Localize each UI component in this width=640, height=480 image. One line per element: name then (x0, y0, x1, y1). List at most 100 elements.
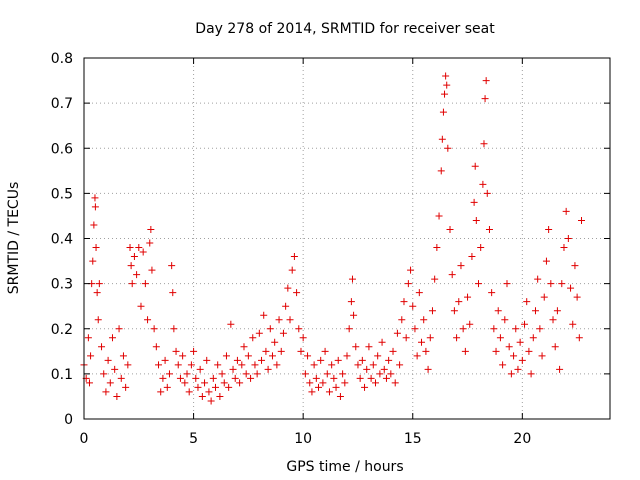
axis-ticks: 0 0.1 0.2 0.3 0.4 0.5 0.6 0.7 0.8 0 5 10 15 20 (51, 51, 610, 447)
data-point-marker (94, 316, 102, 324)
data-point-marker (567, 284, 575, 292)
data-point-marker (126, 244, 134, 252)
data-point-marker (159, 374, 167, 382)
data-point-marker (556, 365, 564, 373)
data-point-marker (426, 334, 434, 342)
data-point-marker (562, 207, 570, 215)
data-point-marker (459, 325, 467, 333)
data-point-marker (413, 352, 421, 360)
data-point-marker (139, 248, 147, 256)
data-point-marker (227, 320, 235, 328)
data-point-marker (258, 356, 266, 364)
data-point-marker (389, 347, 397, 355)
x-tick-label: 0 (80, 431, 89, 447)
data-point-marker (198, 392, 206, 400)
data-point-marker (240, 343, 248, 351)
data-point-marker (282, 302, 290, 310)
data-point-marker (135, 244, 143, 252)
data-point-marker (91, 194, 99, 202)
data-point-marker (301, 370, 309, 378)
data-point-marker (387, 370, 395, 378)
data-point-marker (358, 356, 366, 364)
data-point-marker (169, 289, 177, 297)
data-point-marker (98, 343, 106, 351)
data-point-marker (104, 356, 112, 364)
data-point-marker (376, 370, 384, 378)
data-point-marker (378, 338, 386, 346)
data-point-marker (374, 352, 382, 360)
data-point-marker (461, 347, 469, 355)
data-point-marker (146, 239, 154, 247)
data-point-marker (242, 370, 250, 378)
data-point-marker (209, 374, 217, 382)
data-point-marker (558, 280, 566, 288)
data-point-marker (174, 361, 182, 369)
data-point-marker (150, 325, 158, 333)
data-point-marker (330, 374, 338, 382)
data-point-marker (304, 352, 312, 360)
data-point-marker (507, 370, 515, 378)
data-point-marker (367, 374, 375, 382)
data-point-marker (271, 338, 279, 346)
data-point-marker (363, 365, 371, 373)
data-point-marker (350, 311, 358, 319)
data-point-marker (284, 284, 292, 292)
data-point-marker (418, 338, 426, 346)
data-point-marker (205, 388, 213, 396)
data-point-marker (435, 212, 443, 220)
data-point-marker (297, 347, 305, 355)
data-point-marker (578, 216, 586, 224)
data-point-marker (499, 361, 507, 369)
data-point-marker (407, 266, 415, 274)
data-point-marker (168, 262, 176, 270)
data-point-marker (396, 361, 404, 369)
data-point-marker (560, 244, 568, 252)
data-point-marker (444, 144, 452, 152)
data-point-marker (516, 338, 524, 346)
data-point-marker (212, 383, 219, 391)
data-point-marker (380, 365, 388, 373)
data-point-marker (108, 334, 116, 342)
data-point-marker (268, 352, 276, 360)
data-point-marker (441, 90, 449, 98)
data-point-marker (571, 262, 579, 270)
data-point-marker (448, 271, 456, 279)
data-point-marker (315, 383, 323, 391)
data-point-marker (398, 316, 406, 324)
y-tick-label: 0.1 (51, 367, 73, 383)
data-point-marker (91, 203, 99, 211)
data-point-marker (128, 280, 136, 288)
data-point-marker (468, 253, 476, 261)
data-point-marker (194, 383, 202, 391)
plot-frame (83, 57, 611, 420)
data-point-marker (442, 72, 450, 80)
data-point-marker (328, 361, 336, 369)
data-point-marker (87, 352, 95, 360)
data-point-marker (490, 325, 498, 333)
data-point-marker (231, 374, 239, 382)
data-point-marker (564, 235, 572, 242)
data-point-marker (306, 379, 314, 387)
data-point-marker (325, 388, 333, 396)
data-point-marker (115, 325, 123, 333)
data-point-marker (547, 280, 555, 288)
data-point-marker (187, 361, 195, 369)
data-point-marker (251, 361, 259, 369)
data-point-marker (466, 320, 474, 328)
data-point-marker (133, 271, 141, 279)
data-point-marker (402, 334, 410, 342)
data-point-marker (472, 216, 480, 224)
data-point-marker (290, 253, 298, 261)
data-point-marker (485, 225, 493, 233)
data-point-marker (501, 316, 509, 324)
data-point-marker (95, 280, 103, 288)
data-point-marker (527, 370, 535, 378)
data-point-marker (492, 347, 500, 355)
data-point-marker (323, 370, 331, 378)
data-point-marker (144, 316, 152, 324)
data-point-marker (106, 379, 114, 387)
data-point-marker (540, 293, 548, 301)
data-point-marker (518, 356, 526, 364)
data-point-marker (321, 347, 329, 355)
